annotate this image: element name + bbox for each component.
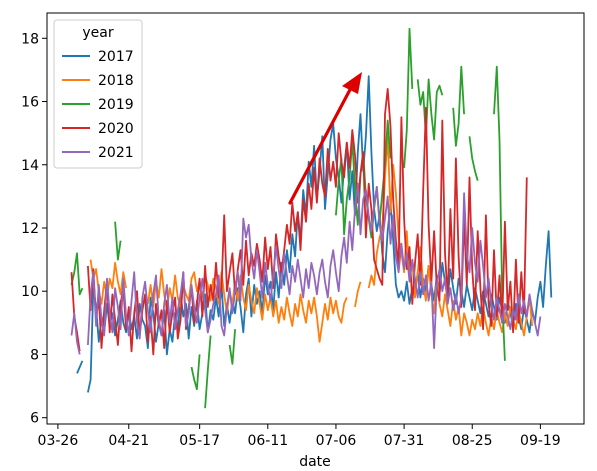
y-tick-label: 18 — [21, 31, 39, 47]
x-tick-label: 04-21 — [108, 433, 149, 449]
legend: year 2017 2018 2019 2020 2021 — [53, 19, 143, 169]
legend-label-2019: 2019 — [98, 97, 134, 113]
x-axis-label: date — [299, 454, 331, 470]
x-tick-label: 03-26 — [38, 433, 79, 449]
series-2019 — [70, 27, 506, 409]
series-line-2021 — [70, 182, 542, 355]
x-tick-label: 06-11 — [247, 433, 288, 449]
annotation-layer — [288, 72, 362, 205]
legend-title: year — [82, 25, 113, 41]
legend-label-2021: 2021 — [98, 145, 134, 161]
x-tick-label: 07-31 — [384, 433, 425, 449]
y-tick-label: 14 — [21, 158, 39, 174]
y-tick-label: 6 — [30, 411, 39, 427]
legend-label-2020: 2020 — [98, 121, 134, 137]
legend-label-2018: 2018 — [98, 73, 134, 89]
x-tick-label: 07-06 — [316, 433, 357, 449]
x-tick-label: 08-25 — [452, 433, 493, 449]
x-axis: 03-26 04-21 05-17 06-11 07-06 07-31 08-25 09-19 — [38, 424, 561, 449]
trend-arrow-shaft — [288, 82, 355, 205]
y-tick-label: 12 — [21, 221, 39, 237]
y-axis: 6 8 10 12 14 16 18 — [21, 31, 47, 427]
legend-label-2017: 2017 — [98, 49, 134, 65]
plot-frame — [46, 12, 585, 425]
series-layer — [70, 27, 553, 409]
x-tick-label: 09-19 — [520, 433, 561, 449]
y-tick-label: 16 — [21, 95, 39, 111]
x-tick-label: 05-17 — [179, 433, 220, 449]
y-tick-label: 8 — [30, 347, 39, 363]
y-tick-label: 10 — [21, 284, 39, 300]
series-line-2019 — [70, 27, 506, 409]
trend-arrow-head — [342, 72, 362, 94]
series-2021 — [70, 182, 542, 355]
